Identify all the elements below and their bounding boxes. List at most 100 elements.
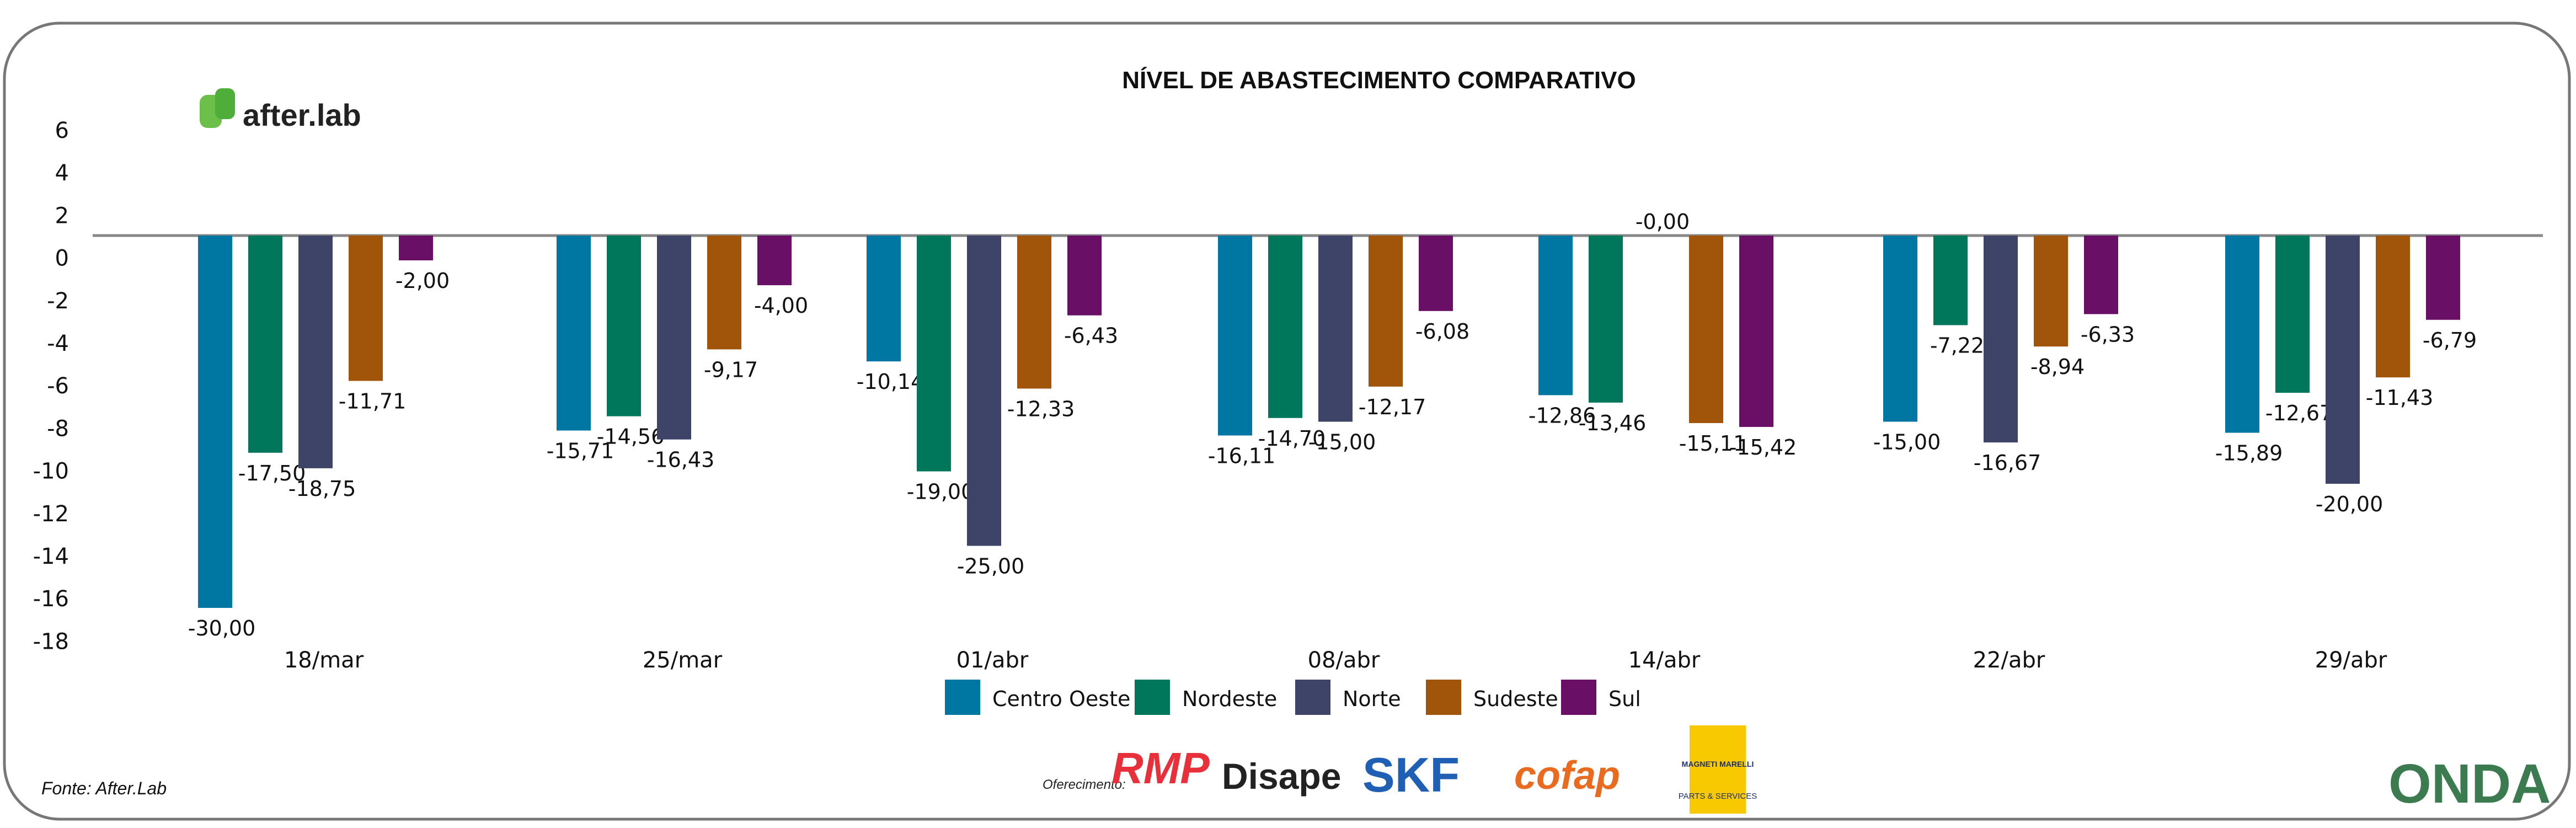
- after-lab-logo: after.lab: [200, 88, 361, 132]
- data-label: -17,50: [238, 461, 306, 485]
- data-label: -16,11: [1208, 444, 1276, 468]
- bar: [917, 236, 951, 472]
- y-tick-label: -8: [47, 416, 69, 441]
- bar: [1017, 236, 1051, 389]
- disape-logo: Disape: [1222, 756, 1341, 797]
- bar: [707, 236, 741, 350]
- data-label: -6,33: [2081, 322, 2135, 346]
- bar: [1369, 236, 1403, 387]
- data-label: -15,71: [547, 439, 614, 463]
- data-label: -10,14: [857, 370, 924, 394]
- data-label: -14,56: [597, 425, 665, 449]
- sponsors-label: Oferecimento:: [1043, 777, 1126, 792]
- bar: [1067, 236, 1102, 316]
- bar: [607, 236, 641, 416]
- legend-label: Sul: [1608, 687, 1641, 711]
- y-tick-label: 6: [55, 118, 69, 143]
- data-label: -30,00: [188, 616, 256, 640]
- data-label: -4,00: [754, 293, 808, 318]
- x-axis: 18/mar 25/mar 01/abr 08/abr 14/abr 22/abr 29/a…: [284, 648, 2387, 673]
- data-label: -15,89: [2215, 441, 2283, 466]
- legend-item: Sul: [1561, 680, 1641, 715]
- magneti-marelli-logo: [1690, 725, 1746, 814]
- y-tick-label: -18: [33, 629, 69, 654]
- rmp-logo: RMP: [1111, 744, 1210, 793]
- bar: [198, 236, 232, 608]
- bar: [399, 236, 433, 260]
- data-label: -18,75: [288, 477, 356, 501]
- data-label: -14,70: [1258, 426, 1326, 451]
- legend-label: Nordeste: [1182, 687, 1277, 711]
- data-label: -25,00: [957, 554, 1025, 579]
- bar: [1318, 236, 1353, 422]
- bar: [298, 236, 333, 468]
- bars: -30,00 -17,50-18,75 -11,71 -2,00 -15,71-14,5…: [188, 210, 2477, 640]
- data-label: -20,00: [2316, 492, 2383, 516]
- x-tick-label: 25/mar: [643, 648, 723, 673]
- data-label: -8,94: [2030, 355, 2085, 379]
- data-label: -19,00: [907, 480, 975, 504]
- bar: [2034, 236, 2068, 347]
- data-label: -16,67: [1974, 451, 2041, 475]
- bar: [2225, 236, 2259, 433]
- cofap-logo: cofap: [1514, 754, 1620, 798]
- frame: [3, 22, 2571, 821]
- data-label: -11,43: [2366, 386, 2434, 410]
- svg-text:PARTS & SERVICES: PARTS & SERVICES: [1679, 792, 1757, 801]
- y-tick-label: 4: [55, 161, 69, 186]
- bar: [1218, 236, 1252, 436]
- data-label: -15,42: [1729, 435, 1797, 460]
- legend-item: Norte: [1295, 680, 1401, 715]
- onda-logo: ONDA: [2388, 753, 2551, 815]
- svg-text:MAGNETI MARELLI: MAGNETI MARELLI: [1682, 760, 1754, 768]
- bar: [757, 236, 792, 285]
- bar: [2275, 236, 2310, 393]
- y-tick-label: 0: [55, 246, 69, 271]
- data-label: -16,43: [647, 448, 715, 472]
- y-tick-label: 2: [55, 203, 69, 228]
- bar: [1883, 236, 1917, 422]
- data-label: -6,43: [1064, 324, 1118, 348]
- legend-swatch: [1561, 680, 1596, 715]
- bar: [248, 236, 282, 453]
- y-tick-label: -2: [47, 289, 69, 314]
- legend-item: Nordeste: [1135, 680, 1277, 715]
- source-note: Fonte: After.Lab: [41, 778, 167, 798]
- x-tick-label: 29/abr: [2315, 648, 2387, 673]
- y-tick-label: -6: [47, 373, 69, 399]
- bar: [2326, 236, 2360, 484]
- bar: [1419, 236, 1453, 311]
- x-tick-label: 14/abr: [1628, 648, 1701, 673]
- bar: [1739, 236, 1773, 427]
- bar: [349, 236, 383, 381]
- data-label: -13,46: [1579, 411, 1647, 435]
- y-tick-label: -10: [33, 459, 69, 484]
- data-label: -15,11: [1679, 431, 1747, 456]
- legend-label: Norte: [1343, 687, 1401, 711]
- legend-swatch: [1135, 680, 1170, 715]
- data-label: -7,22: [1930, 333, 1984, 357]
- bar: [1538, 236, 1573, 396]
- x-tick-label: 08/abr: [1308, 648, 1380, 673]
- data-label: -2,00: [396, 269, 450, 293]
- y-tick-label: -14: [33, 544, 69, 569]
- bar: [1933, 236, 1968, 325]
- y-tick-label: -12: [33, 501, 69, 527]
- data-label: -12,33: [1007, 397, 1075, 421]
- legend-swatch: [1426, 680, 1461, 715]
- brand-name: after.lab: [243, 98, 361, 132]
- y-axis: 6 4 2 0 -2 -4 -6 -8 -10 -12 -14 -16 -18: [33, 118, 69, 654]
- legend-swatch: [1295, 680, 1330, 715]
- data-label: -0,00: [1636, 210, 1690, 234]
- data-label: -15,00: [1308, 430, 1376, 455]
- bar: [657, 236, 691, 440]
- bar: [557, 236, 591, 431]
- y-tick-label: -4: [47, 331, 69, 356]
- bar: [2376, 236, 2410, 378]
- bar: [1589, 236, 1623, 403]
- skf-logo: SKF: [1362, 747, 1460, 802]
- x-tick-label: 01/abr: [956, 648, 1029, 673]
- data-label: -12,17: [1359, 395, 1426, 419]
- legend: Centro Oeste Nordeste Norte Sudeste Sul: [945, 680, 1641, 715]
